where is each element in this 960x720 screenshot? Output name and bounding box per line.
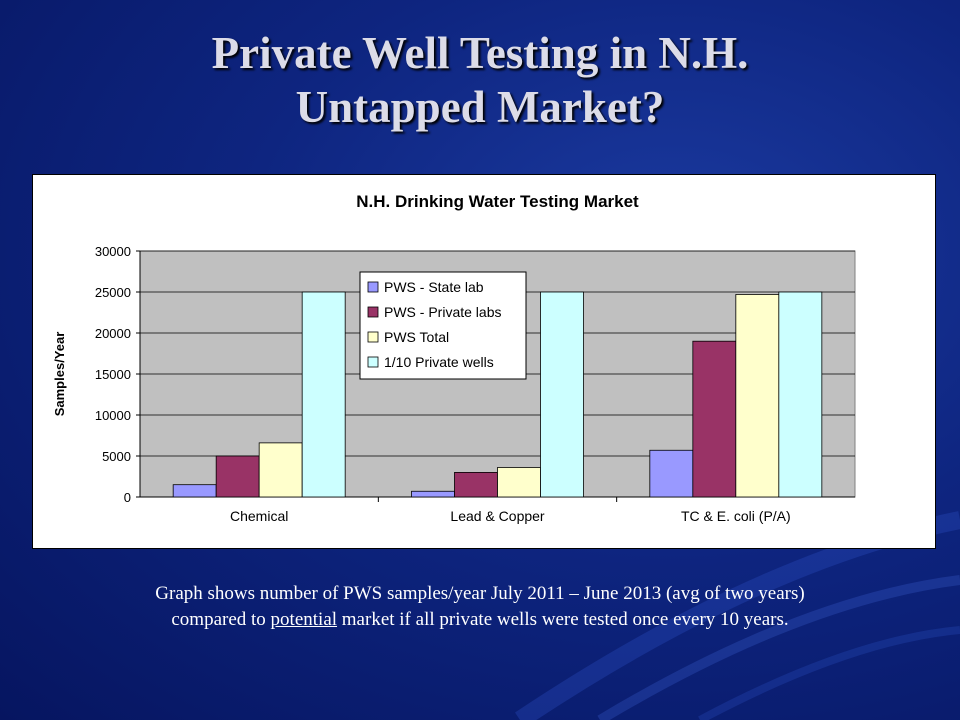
bar-4 <box>301 291 346 498</box>
chart-container: N.H. Drinking Water Testing Market 0 5000 1… <box>32 174 936 549</box>
bar-1 <box>649 449 694 498</box>
legend-label: PWS Total <box>384 329 449 345</box>
x-tick-label: TC & E. coli (P/A) <box>681 508 791 524</box>
legend-label: PWS - State lab <box>384 279 484 295</box>
y-axis-label: Samples/Year <box>52 332 67 417</box>
caption-underlined-word: potential <box>270 609 338 630</box>
legend-swatch <box>367 306 379 318</box>
y-tick-label: 0 <box>124 490 131 505</box>
bar-chart: N.H. Drinking Water Testing Market 0 5000 1… <box>52 192 856 524</box>
bar-1 <box>411 490 455 498</box>
bar-1 <box>172 484 217 498</box>
y-tick-label: 25000 <box>95 285 131 300</box>
bar-3 <box>258 442 303 498</box>
caption-line-2: compared to potential market if all priv… <box>0 607 960 633</box>
legend-swatch <box>367 331 379 343</box>
bar-2 <box>454 471 498 498</box>
y-tick-label: 20000 <box>95 326 131 341</box>
bar-2 <box>692 340 737 498</box>
slide-title-line-2: Untapped Market? <box>295 82 665 132</box>
slide-title-line-1: Private Well Testing in N.H. <box>211 28 749 78</box>
legend-swatch <box>367 281 379 293</box>
x-tick-label: Lead & Copper <box>450 508 545 524</box>
y-tick-label: 5000 <box>102 449 131 464</box>
caption-line-2-end: market if all private wells were tested … <box>337 609 789 630</box>
bar-4 <box>540 291 584 498</box>
legend-label: PWS - Private labs <box>384 304 501 320</box>
y-tick-label: 30000 <box>95 244 131 259</box>
caption: Graph shows number of PWS samples/year J… <box>0 581 960 633</box>
bar-2 <box>215 455 260 498</box>
y-tick-label: 10000 <box>95 408 131 423</box>
slide-title: Private Well Testing in N.H. Untapped Ma… <box>0 26 960 134</box>
x-tick-label: Chemical <box>230 508 288 524</box>
bar-4 <box>778 291 823 498</box>
caption-line-2-start: compared to <box>171 609 271 630</box>
bar-3 <box>497 467 541 498</box>
y-tick-label: 15000 <box>95 367 131 382</box>
bar-3 <box>735 294 780 498</box>
legend <box>359 271 527 380</box>
legend-swatch <box>367 356 379 368</box>
legend-label: 1/10 Private wells <box>384 354 494 370</box>
chart-title: N.H. Drinking Water Testing Market <box>356 192 639 211</box>
caption-line-1: Graph shows number of PWS samples/year J… <box>155 583 805 604</box>
